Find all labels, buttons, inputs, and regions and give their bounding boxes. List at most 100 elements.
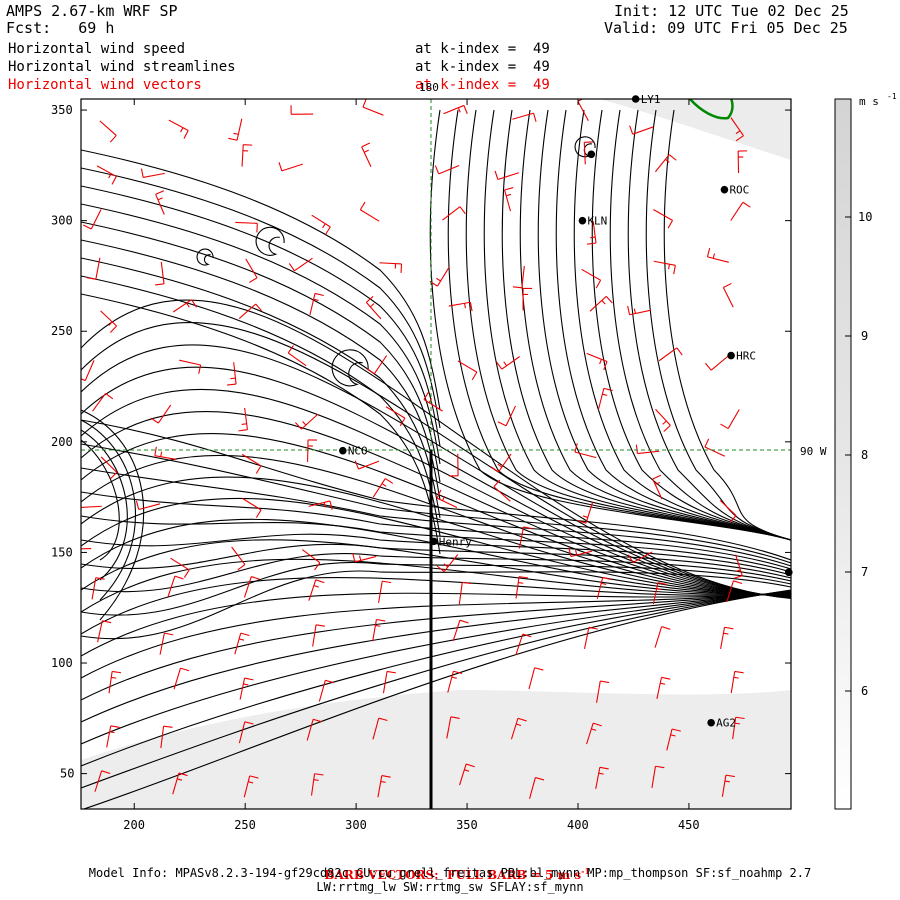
- wind-barb: [504, 187, 514, 212]
- eddy: [196, 248, 214, 266]
- field-vectors-level: at k-index = 49: [415, 77, 550, 93]
- wind-barb: [490, 453, 512, 473]
- station-marker: [707, 718, 715, 727]
- field-vectors-label: Horizontal wind vectors: [8, 77, 202, 93]
- wind-barb: [586, 722, 602, 745]
- wind-barb: [704, 355, 729, 371]
- coastline: [689, 99, 734, 120]
- x-tick-label: 200: [123, 818, 145, 832]
- wind-barb: [655, 408, 671, 432]
- streamline: [81, 552, 791, 593]
- field-speed-level: at k-index = 49: [415, 41, 550, 57]
- wind-barb: [429, 267, 450, 287]
- wind-barb: [352, 553, 377, 563]
- y-tick-label: 50: [60, 767, 74, 781]
- wind-barb: [515, 633, 532, 656]
- station-label: ROC: [729, 184, 749, 197]
- streamline: [81, 275, 441, 537]
- wind-barb: [354, 460, 380, 470]
- wind-barb: [238, 407, 248, 432]
- streamline: [81, 257, 441, 519]
- barb-note-exp: -1: [581, 866, 591, 876]
- wind-barb: [581, 268, 602, 289]
- wind-barb: [442, 206, 466, 221]
- x-tick-label: 450: [678, 818, 700, 832]
- wind-barb: [656, 676, 671, 699]
- wind-barb: [529, 777, 545, 799]
- product-title: AMPS 2.67-km WRF SP: [6, 2, 178, 20]
- wind-barb: [653, 260, 676, 275]
- streamline: [81, 389, 791, 598]
- wind-barb: [434, 165, 460, 175]
- station-label: HRC: [736, 350, 756, 363]
- wind-barb: [100, 310, 117, 333]
- streamline: [465, 109, 791, 541]
- colorbar-unit-exp: -1: [887, 92, 897, 101]
- wind-barb: [658, 347, 683, 362]
- wind-barb: [365, 295, 382, 320]
- streamline: [81, 591, 791, 723]
- wind-barb: [457, 360, 478, 381]
- wind-barb: [652, 474, 663, 500]
- wind-barb: [737, 150, 748, 174]
- streamline: [81, 433, 791, 597]
- model-info-line1: Model Info: MPASv8.2.3-194-gf29cd82c CU:…: [88, 866, 812, 880]
- wind-barb: [722, 282, 734, 308]
- wind-barbs: [81, 99, 751, 799]
- wind-barb: [512, 112, 537, 122]
- wind-barb: [497, 405, 517, 427]
- streamline: [81, 344, 791, 599]
- wind-barb: [238, 303, 263, 319]
- wind-barb: [732, 716, 745, 740]
- wind-barb: [235, 221, 258, 233]
- y-tick-label: 150: [51, 545, 73, 559]
- wind-barb: [295, 413, 319, 430]
- wind-barb: [81, 548, 92, 550]
- wind-barb: [586, 352, 608, 371]
- wind-barb: [629, 125, 654, 135]
- valid-time: Valid: 09 UTC Fri 05 Dec 25: [604, 19, 848, 37]
- wind-barb: [589, 295, 613, 312]
- streamline: [81, 518, 791, 596]
- wind-barb: [100, 456, 118, 480]
- wind-barb: [168, 119, 189, 139]
- wind-barb: [238, 721, 254, 744]
- wind-barb: [574, 443, 597, 459]
- wind-barb: [372, 618, 386, 642]
- wind-barb: [97, 620, 112, 643]
- station-marker: [339, 446, 347, 455]
- wind-barb: [654, 154, 677, 173]
- wind-barb: [140, 168, 165, 178]
- streamline: [429, 109, 791, 541]
- streamline: [81, 149, 441, 411]
- wind-barb: [312, 624, 325, 647]
- wind-barb: [241, 453, 262, 474]
- wind-barb: [436, 554, 459, 573]
- wind-barb: [239, 677, 254, 700]
- wind-barb: [361, 142, 372, 168]
- wind-barb: [99, 120, 117, 143]
- wind-barb: [81, 505, 102, 508]
- wind-barb: [512, 265, 525, 289]
- station-marker: [578, 216, 587, 225]
- wind-barb: [301, 549, 321, 571]
- station-label: AG2: [716, 717, 736, 730]
- y-tick-label: 300: [51, 214, 73, 228]
- wind-barb: [720, 409, 740, 430]
- station-label: KLN: [587, 215, 607, 228]
- wind-barb: [733, 554, 743, 579]
- wind-barb: [652, 582, 667, 605]
- streamline: [81, 591, 791, 701]
- streamline: [81, 543, 791, 579]
- wind-barb: [628, 551, 653, 564]
- wind-barb: [596, 680, 610, 703]
- wind-barb: [372, 478, 394, 498]
- wind-barb: [173, 667, 190, 690]
- streamline: [81, 570, 791, 640]
- wind-barb: [377, 775, 391, 798]
- wind-barb: [108, 670, 122, 694]
- streamline: [81, 454, 791, 597]
- streamline: [81, 299, 791, 599]
- eddy: [331, 349, 369, 387]
- wind-barb: [245, 258, 258, 283]
